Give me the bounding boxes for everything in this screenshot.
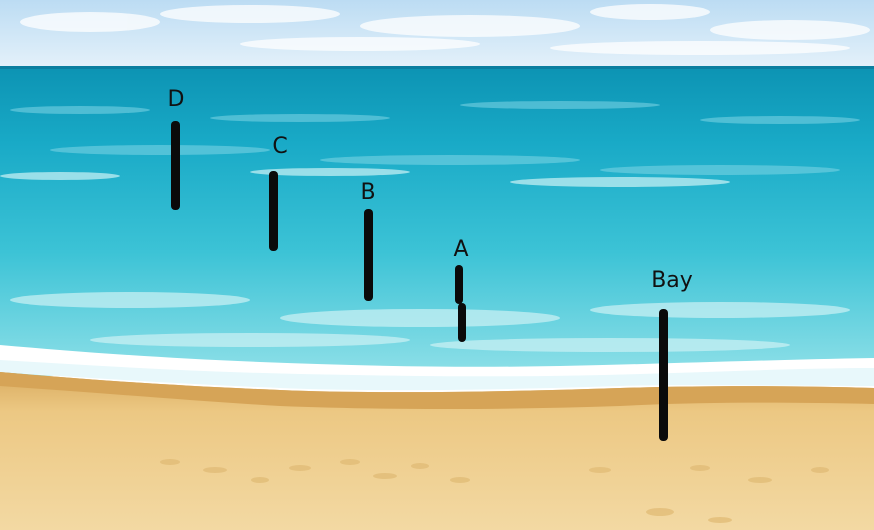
marker-line-a-lower	[458, 303, 466, 342]
sea-highlights	[0, 168, 850, 352]
marker-label-bay: Bay	[651, 268, 693, 293]
sea-ripples	[10, 101, 860, 175]
marker-line-c	[269, 171, 278, 251]
marker-line-bay	[659, 309, 668, 441]
marker-label-c: C	[272, 134, 288, 159]
marker-label-a: A	[453, 237, 469, 262]
clouds	[20, 4, 870, 55]
sand	[0, 372, 874, 530]
marker-line-a-upper	[455, 265, 463, 304]
marker-label-b: B	[360, 180, 376, 205]
marker-line-d	[171, 121, 180, 210]
sand-footprints	[160, 459, 829, 523]
marker-line-b	[364, 209, 373, 301]
marker-label-d: D	[167, 87, 185, 112]
